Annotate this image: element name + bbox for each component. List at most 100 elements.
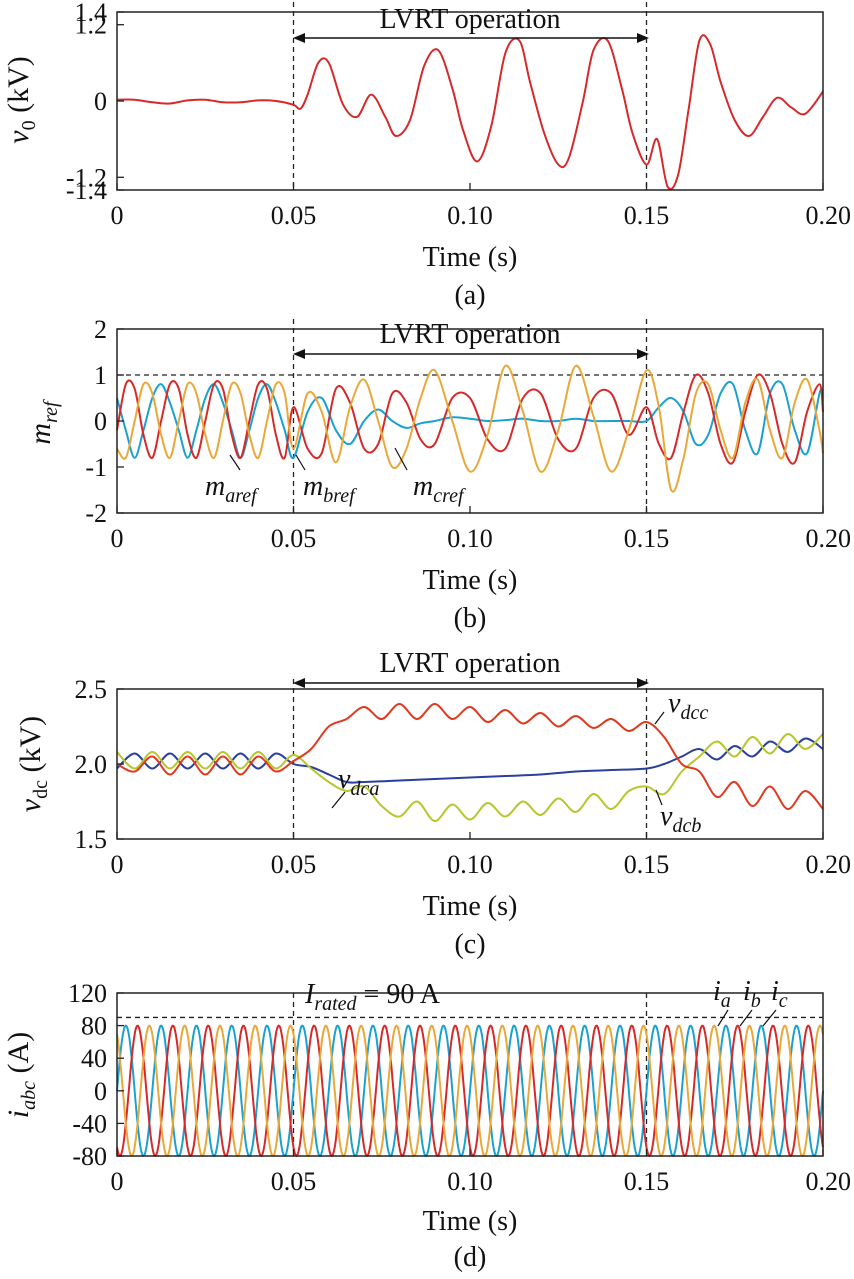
series-line-2 [116, 1024, 824, 1157]
y-tick-label: 80 [81, 1012, 107, 1041]
x-ticks: 0 0.05 0.10 0.15 0.20 [111, 183, 852, 230]
series-label-cref: mcref [394, 447, 466, 507]
series-label-dcc: vdcc [654, 688, 708, 725]
y-tick-label: 120 [68, 979, 107, 1008]
y-axis-label: vdc (kV) [14, 716, 52, 812]
plot-frame [116, 688, 824, 840]
lvrt-arrow [293, 678, 649, 688]
panel-c: 0 0.05 0.10 0.15 0.20 2.5 2.0 1.5 LVRT operati… [14, 648, 851, 960]
y-tick-label: -1 [85, 453, 107, 482]
y-tick-label: 0 [94, 407, 107, 436]
series-label-aref: maref [205, 454, 259, 507]
y-ticks: 2 1 0 -1 -2 [85, 315, 124, 528]
y-axis-label: iabc (A) [2, 1032, 40, 1118]
panel-label: (b) [454, 603, 487, 634]
event-lines [292, 679, 648, 839]
x-tick-label: 0.15 [624, 1167, 670, 1196]
y-tick-label: 40 [81, 1044, 107, 1073]
x-axis-label: Time (s) [423, 891, 518, 922]
y-tick-label: -1.4 [66, 176, 107, 205]
svg-text:ic: ic [771, 976, 788, 1012]
x-tick-label: 0.05 [271, 850, 317, 879]
rated-current-annotation: Irated = 90 A [304, 979, 441, 1015]
panel-b: 0 0.05 0.10 0.15 0.20 2 1 0 -1 -2 LVRT operation… [24, 315, 851, 634]
series-line-1 [116, 733, 824, 822]
y-label-sub: 0 [18, 120, 40, 130]
event-lines [292, 993, 648, 1156]
series-group [116, 1024, 824, 1157]
series-line-0 [116, 737, 824, 784]
series-label-ic: ic [762, 976, 788, 1027]
y-tick-label: 1.2 [75, 11, 108, 40]
y-axis-label: v0 (kV) [2, 56, 40, 143]
y-tick-label: 1.4 [75, 0, 108, 27]
series-label-ib: ib [739, 976, 761, 1027]
x-ticks: 0 0.05 0.10 0.15 0.20 [111, 832, 852, 879]
x-tick-label: 0.05 [271, 524, 317, 553]
x-axis-label: Time (s) [423, 242, 518, 273]
series-group [116, 703, 824, 822]
y-tick-label: 0 [94, 1077, 107, 1106]
svg-text:ib: ib [743, 976, 761, 1012]
lvrt-annotation: LVRT operation [379, 4, 560, 35]
x-tick-label: 0 [111, 1167, 124, 1196]
x-tick-label: 0.20 [806, 850, 852, 879]
x-axis-label: Time (s) [423, 565, 518, 596]
x-tick-label: 0 [111, 201, 124, 230]
series-label-dca: vdca [331, 764, 379, 809]
event-lines [292, 2, 648, 190]
x-tick-label: 0.10 [447, 524, 493, 553]
y-tick-label: -80 [72, 1142, 107, 1171]
lvrt-arrow [293, 33, 649, 43]
y-label-unit: (kV) [2, 56, 35, 120]
series-line-1 [116, 1024, 824, 1157]
y-tick-label: 2.0 [75, 750, 108, 779]
svg-text:vdcc: vdcc [668, 688, 708, 724]
x-tick-label: 0.15 [624, 201, 670, 230]
x-tick-label: 0.15 [624, 850, 670, 879]
panel-label: (a) [454, 280, 485, 311]
x-tick-label: 0.20 [806, 524, 852, 553]
series-group [116, 34, 824, 191]
x-tick-label: 0.10 [447, 1167, 493, 1196]
y-ticks: 1.41.2 0 -1.2-1.4 [66, 0, 124, 205]
y-tick-label: 1.5 [75, 825, 108, 854]
lvrt-annotation: LVRT operation [379, 648, 560, 679]
series-line-2 [116, 703, 824, 810]
series-label-bref: mbref [295, 454, 357, 507]
series-line-2 [116, 364, 824, 493]
x-tick-label: 0.20 [806, 1167, 852, 1196]
x-tick-label: 0.05 [271, 1167, 317, 1196]
svg-text:vdcb: vdcb [660, 801, 701, 837]
y-ticks: 120 80 40 0 -40 -80 [68, 979, 124, 1171]
y-label-symbol: v [2, 130, 35, 144]
svg-text:ia: ia [713, 976, 731, 1012]
y-tick-label: 0 [94, 87, 107, 116]
series-line-0 [116, 34, 824, 191]
x-tick-label: 0 [111, 524, 124, 553]
y-tick-label: -2 [85, 499, 107, 528]
panel-a: 0 0.05 0.10 0.15 0.20 1.41.20-1.2-1.4 LVRT o… [2, 0, 851, 311]
x-tick-label: 0.15 [624, 524, 670, 553]
y-tick-label: 2 [94, 315, 107, 344]
svg-text:maref: maref [205, 471, 259, 507]
y-ticks: 2.5 2.0 1.5 [75, 675, 124, 854]
svg-text:vdca: vdca [338, 764, 379, 800]
x-tick-label: 0.10 [447, 201, 493, 230]
svg-text:mbref: mbref [303, 471, 357, 507]
x-tick-label: 0.10 [447, 850, 493, 879]
y-tick-label: 2.5 [75, 675, 108, 704]
svg-text:mcref: mcref [413, 471, 466, 507]
x-axis-label: Time (s) [423, 1206, 518, 1237]
series-group [116, 364, 824, 493]
panel-label: (c) [454, 929, 485, 960]
lvrt-arrow [293, 349, 649, 359]
x-tick-label: 0.20 [806, 201, 852, 230]
x-tick-label: 0.05 [271, 201, 317, 230]
y-tick-label: -40 [72, 1109, 107, 1138]
lvrt-annotation: LVRT operation [379, 319, 560, 350]
y-axis-label: mref [24, 399, 62, 445]
series-line-1 [116, 373, 824, 465]
